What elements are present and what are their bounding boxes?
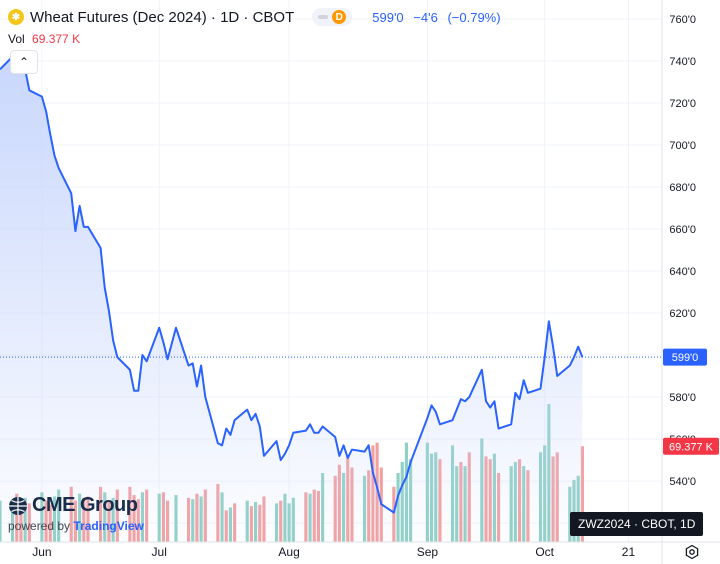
chart-settings-button[interactable]: [682, 542, 702, 562]
powered-by-label: powered by: [8, 519, 71, 533]
volume-legend-value: 69.377 K: [32, 32, 81, 46]
interval-badge: D: [332, 10, 347, 24]
y-tick-label: 680'0: [669, 182, 696, 194]
x-tick-label: Jul: [152, 545, 167, 559]
y-tick-label: 760'0: [669, 14, 696, 26]
price-change: −4'6: [413, 9, 438, 25]
x-tick-label: 21: [622, 545, 636, 559]
chart-title: Wheat Futures (Dec 2024) · 1D · CBOT: [30, 8, 295, 26]
x-tick-label: Jun: [32, 545, 51, 559]
x-tick-label: Aug: [278, 545, 299, 559]
price-area: [0, 56, 583, 542]
y-tick-label: 580'0: [669, 392, 696, 404]
last-price: 599'0: [372, 9, 404, 25]
last-price-label: 599'0: [672, 352, 699, 364]
y-tick-label: 660'0: [669, 224, 696, 236]
volume-badge: 69.377 K: [663, 437, 719, 455]
symbol-tooltip: ZWZ2024 · CBOT, 1D: [570, 512, 704, 536]
last-price-badge: 599'0: [663, 348, 707, 366]
y-tick-label: 640'0: [669, 266, 696, 278]
x-tick-label: Sep: [417, 545, 439, 559]
cme-brand: CME Group: [32, 494, 138, 516]
volume-legend-label: Vol: [8, 32, 25, 46]
price-change-pct: (−0.79%): [447, 9, 501, 25]
tradingview-link[interactable]: TradingView: [73, 519, 144, 533]
y-tick-label: 740'0: [669, 56, 696, 68]
powered-by: powered by TradingView: [8, 519, 144, 533]
y-tick-label: 540'0: [669, 476, 696, 488]
quote: 599'0 −4'6 (−0.79%): [372, 10, 500, 25]
y-tick-label: 620'0: [669, 308, 696, 320]
cme-globe-icon: [9, 496, 27, 515]
cme-logo[interactable]: CME Group powered by TradingView: [8, 494, 144, 533]
x-tick-label: Oct: [535, 545, 554, 559]
y-tick-label: 720'0: [669, 98, 696, 110]
volume-label: 69.377 K: [669, 441, 714, 453]
legend: ✱ Wheat Futures (Dec 2024) · 1D · CBOT D…: [8, 6, 501, 28]
collapse-legend-button[interactable]: ⌃: [10, 50, 38, 74]
chevron-up-icon: ⌃: [18, 55, 30, 69]
gear-icon: [685, 544, 699, 560]
volume-legend: Vol 69.377 K: [8, 32, 80, 46]
interval-toggle[interactable]: D: [312, 8, 353, 26]
wheat-icon: ✱: [8, 9, 24, 25]
y-tick-label: 700'0: [669, 140, 696, 152]
x-axis: Jun Jul Aug Sep Oct 21: [32, 545, 635, 559]
eye-icon: [318, 15, 329, 19]
price-line: [0, 55, 584, 514]
